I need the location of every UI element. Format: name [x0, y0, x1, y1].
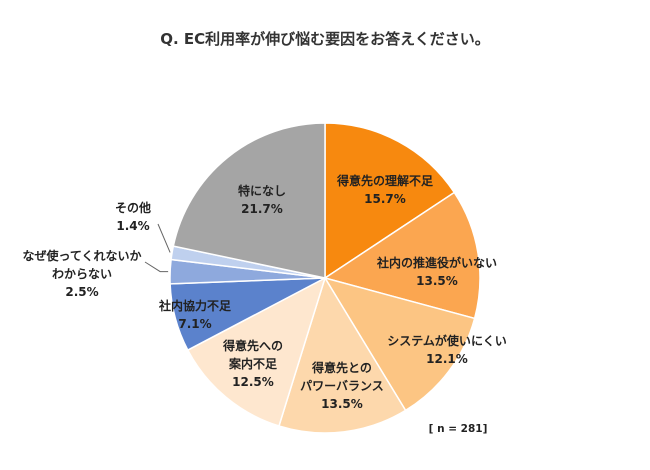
slice-label: システムが使いにくい 12.1%	[387, 333, 506, 366]
pie-slice	[323, 276, 476, 412]
pie-slice	[186, 276, 327, 427]
pie-slice	[278, 276, 407, 434]
slice-label: その他 1.4%	[115, 200, 151, 233]
slice-label: 社内協力不足 7.1%	[158, 298, 231, 331]
slice-label: 得意先への案内不足 12.5%	[222, 338, 283, 389]
leader-line	[157, 223, 171, 253]
slice-label: なぜ使ってくれないかわからない 2.5%	[22, 248, 141, 299]
pie-slice	[324, 122, 456, 280]
leader-line	[144, 261, 169, 273]
pie-slice	[323, 191, 481, 320]
sample-size-note: [ n = 281]	[429, 423, 488, 435]
slice-label: 社内の推進役がいない 13.5%	[376, 255, 497, 288]
chart-title: Q. EC利用率が伸び悩む要因をお答えください。	[160, 30, 489, 48]
slice-label: 得意先の理解不足 15.7%	[336, 173, 433, 206]
slice-label: 特になし 21.7%	[238, 183, 286, 216]
pie-slice	[172, 122, 326, 279]
slice-label: 得意先とのパワーバランス 13.5%	[300, 360, 384, 411]
